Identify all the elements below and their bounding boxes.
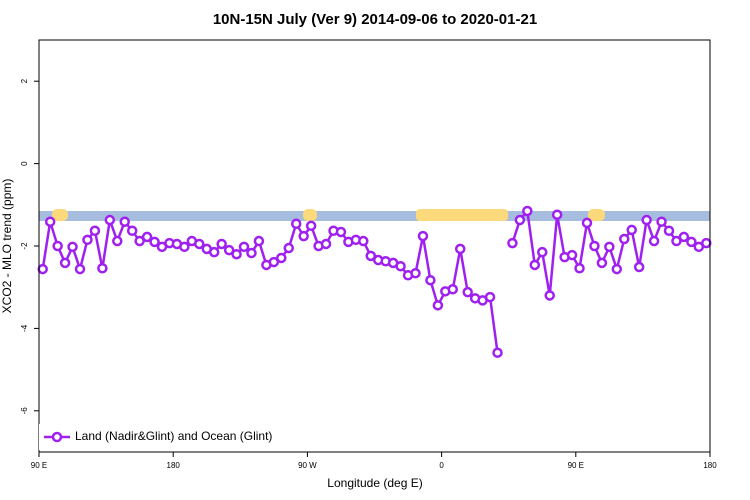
data-point [74,263,86,275]
data-point [179,241,190,253]
chart-title: 10N-15N July (Ver 9) 2014-09-06 to 2020-… [213,11,537,28]
x-tick-label: 180 [703,461,717,470]
data-point [589,240,600,252]
data-point [59,257,71,269]
x-tick-label: 90 E [31,461,47,470]
data-point [432,300,444,311]
data-point [604,241,615,253]
data-point [656,216,667,227]
data-point [89,225,101,237]
data-point [663,225,675,237]
data-point [686,236,697,248]
data-point [149,236,160,248]
data-point [447,284,459,295]
data-point [633,261,645,273]
data-point [484,291,496,303]
data-point [320,238,332,250]
data-point [425,274,436,286]
data-point [671,235,682,247]
data-point [641,214,652,226]
data-point [290,218,302,230]
data-point [37,263,48,275]
strip-land [588,209,605,221]
data-point [529,259,541,271]
data-point [104,214,116,226]
data-point [574,262,585,274]
y-tick-label: -4 [20,324,29,332]
data-point [298,230,309,242]
data-point [619,233,630,245]
data-point [417,230,429,242]
strip-land [416,209,508,221]
data-point [67,241,78,253]
data-point [492,347,503,358]
data-point [335,226,347,238]
data-point [410,267,421,279]
data-point [566,249,578,261]
data-point [596,257,608,269]
data-point [141,231,153,243]
data-point [514,214,526,226]
data-point [223,244,235,256]
plot [37,205,712,358]
data-point [581,217,593,229]
data-point [82,234,93,246]
data-point [52,240,63,252]
data-point [358,235,369,247]
data-point [626,224,637,236]
surface-strip [39,209,710,221]
data-point [544,290,555,301]
strip-land [303,209,317,221]
x-tick-label: 180 [167,461,181,470]
y-axis-label: XCO2 - MLO trend (ppm) [0,179,14,314]
data-point [395,260,406,272]
data-point [253,235,265,247]
data-point [283,242,295,254]
legend-label: Land (Nadir&Glint) and Ocean (Glint) [75,429,272,443]
data-point [537,246,548,258]
y-tick-label: -6 [20,407,29,415]
legend [39,424,289,450]
data-point [365,250,377,262]
data-point [119,216,130,227]
y-tick-label: -2 [20,242,29,250]
data-point [305,220,317,232]
data-line [41,207,707,353]
data-point [216,238,227,250]
data-point [246,247,257,259]
x-axis-label: Longitude (deg E) [327,476,422,490]
data-point [462,286,473,298]
data-point [611,263,623,275]
data-point [678,231,690,243]
data-point [507,237,518,249]
data-point [44,216,56,227]
strip-land [52,209,68,221]
data-point [701,237,712,249]
data-point [231,248,242,260]
data-point [268,256,280,268]
data-point [648,235,660,247]
y-tick-label: 0 [20,161,29,166]
data-point [208,246,220,258]
data-point [276,252,287,264]
data-point [194,238,205,250]
x-tick-label: 0 [439,461,444,470]
legend-marker [51,431,63,443]
data-point [522,205,533,217]
x-tick-label: 90 E [568,461,584,470]
data-point [551,209,563,220]
data-point [454,243,466,255]
data-point [134,235,145,247]
data-point [112,235,123,247]
x-tick-label: 90 W [298,461,317,470]
data-point [126,225,138,237]
strip-band [39,211,710,221]
y-tick-label: 2 [20,78,29,83]
data-point [97,262,108,274]
data-point [238,241,250,253]
